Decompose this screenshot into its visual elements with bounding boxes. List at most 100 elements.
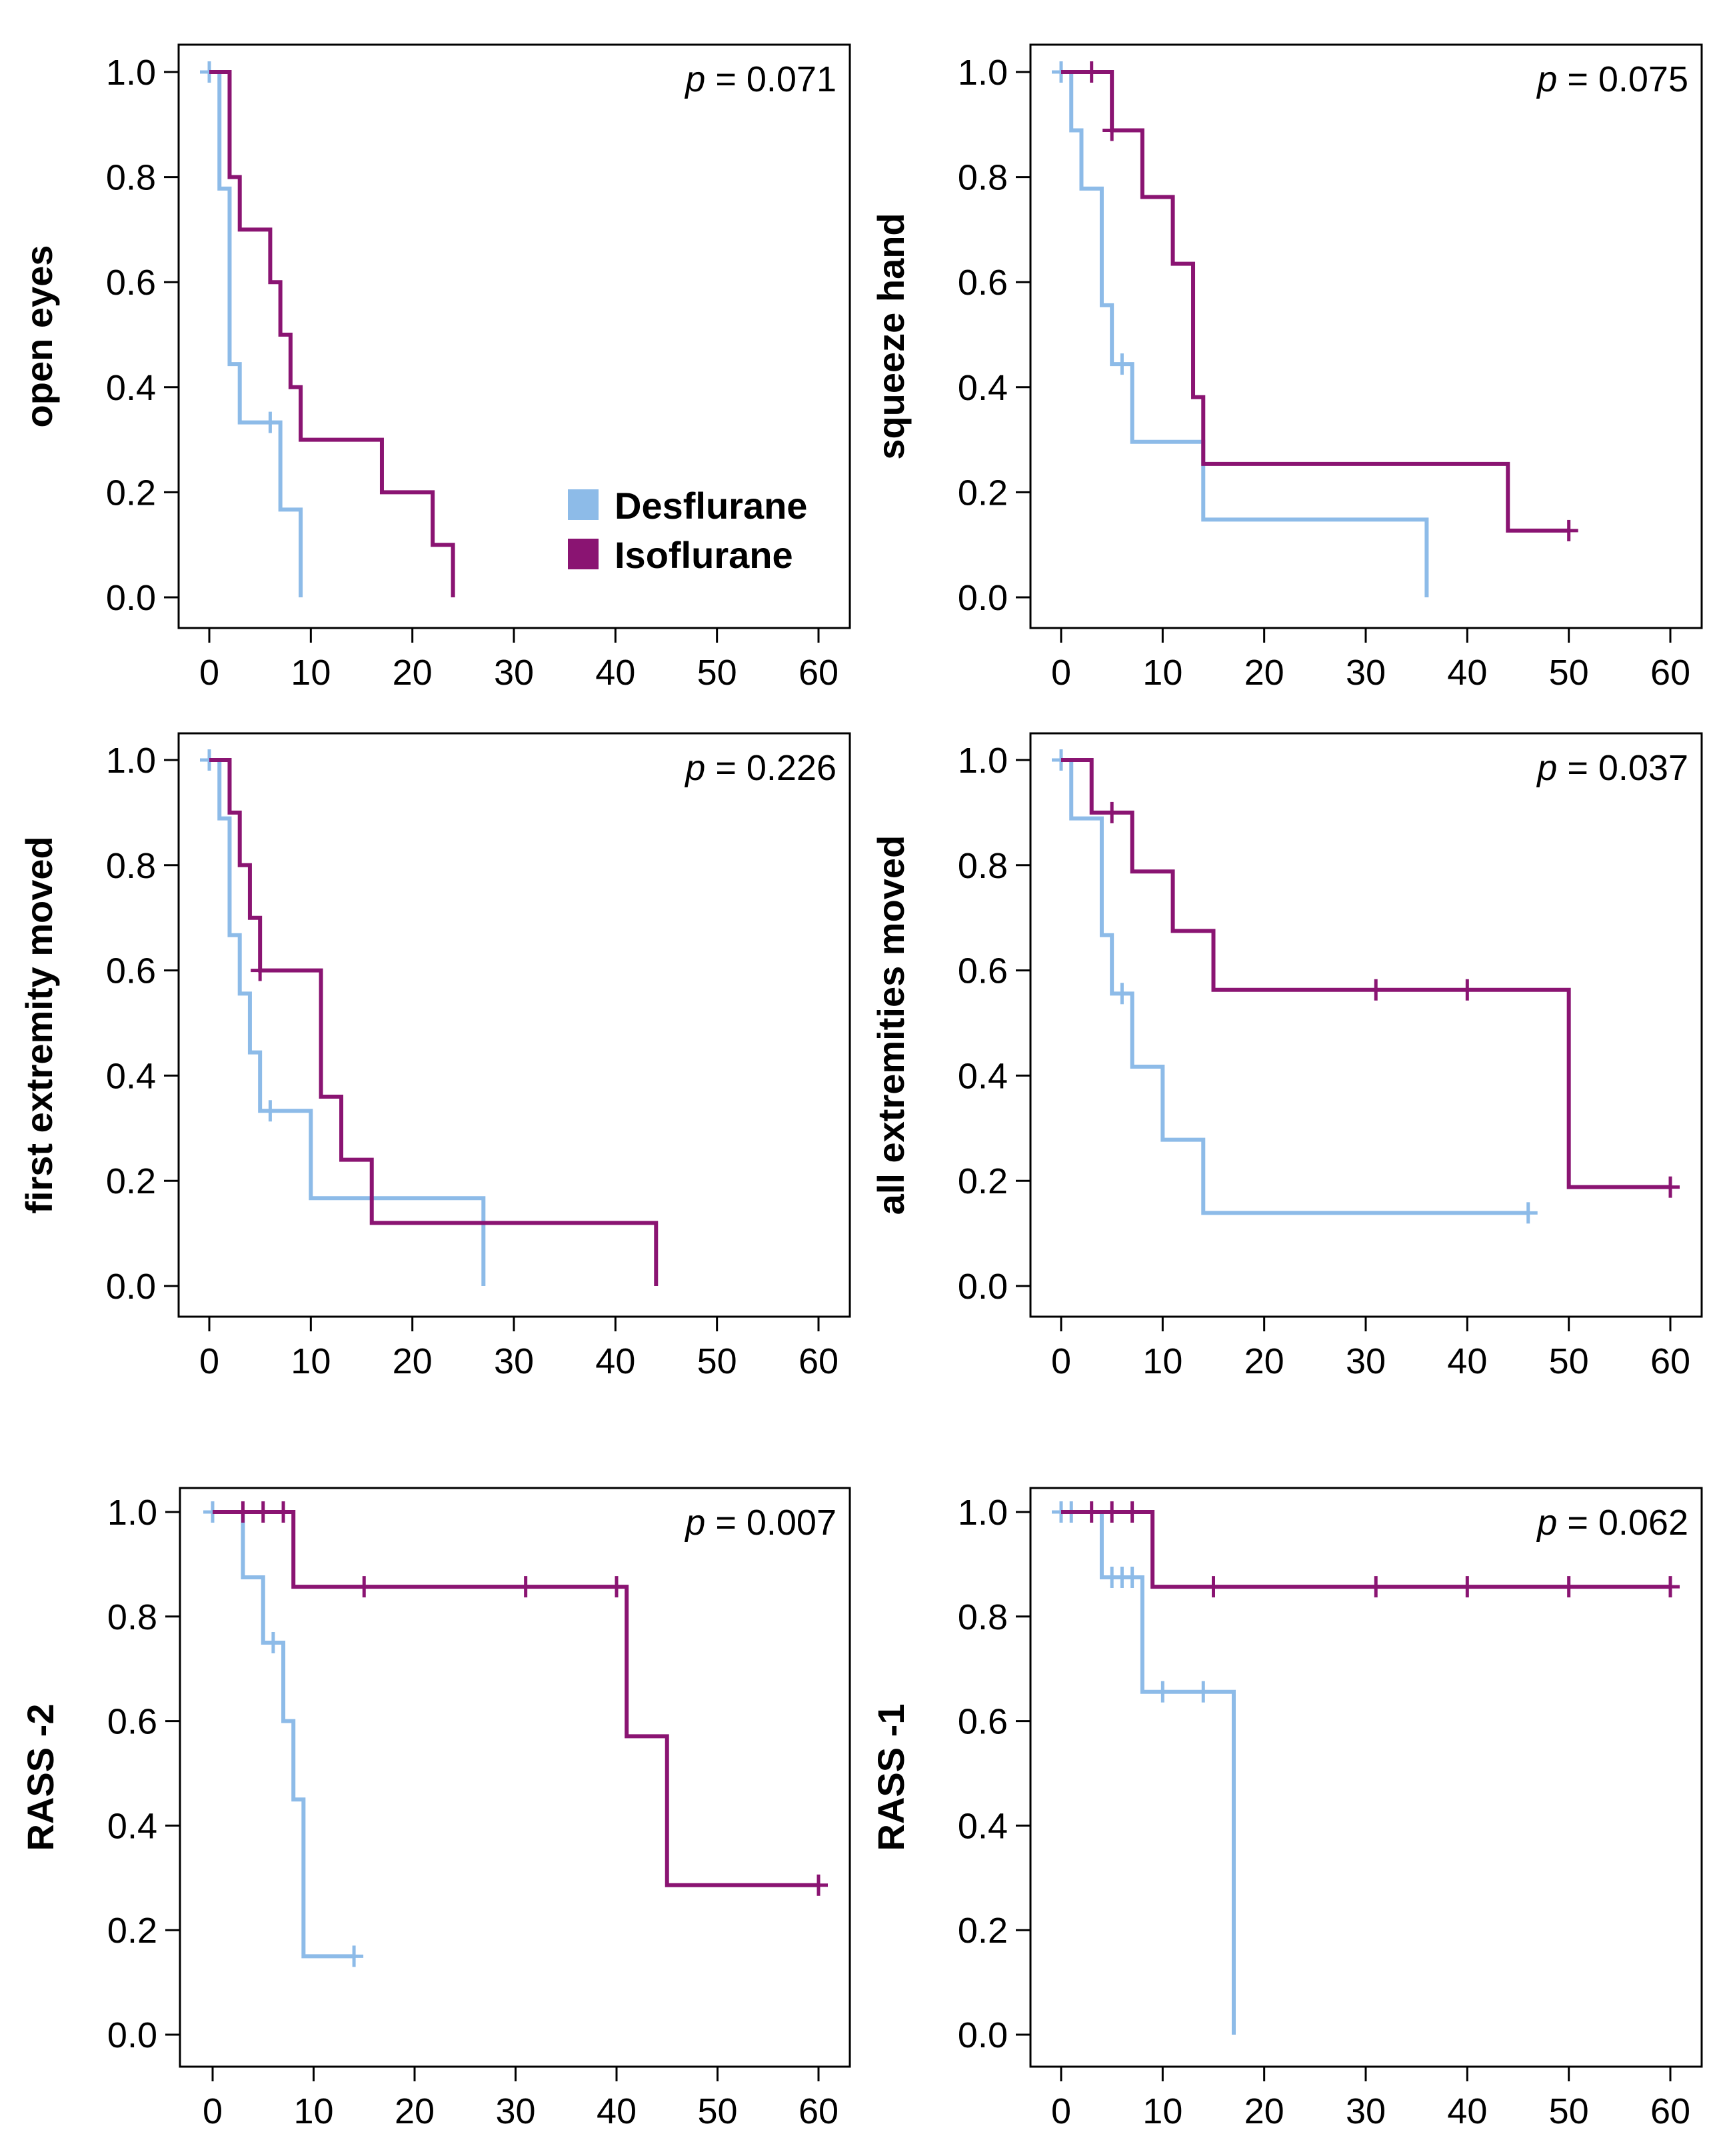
- y-axis-title: open eyes: [18, 245, 60, 428]
- y-axis-title: first extremity moved: [18, 836, 60, 1213]
- survival-curve-isoflurane: [1061, 758, 1670, 1189]
- survival-curve-desflurane: [1061, 70, 1429, 597]
- x-tick-label: 60: [1650, 1341, 1690, 1381]
- survival-curve-isoflurane: [1061, 70, 1569, 533]
- survival-curve-desflurane: [209, 758, 486, 1286]
- y-tick-label: 1.0: [958, 1493, 1008, 1533]
- p-value-label: p = 0.007: [684, 1503, 837, 1543]
- survival-curve-desflurane: [1061, 1510, 1236, 2035]
- y-axis-title: all extremities moved: [870, 835, 912, 1215]
- x-tick-label: 30: [1346, 653, 1386, 693]
- y-tick-label: 0.2: [958, 473, 1008, 513]
- y-tick-label: 0.4: [958, 1056, 1008, 1096]
- x-tick-label: 0: [199, 653, 219, 693]
- p-symbol: p: [684, 748, 705, 788]
- x-tick-label: 10: [1142, 653, 1182, 693]
- survival-curve-desflurane: [213, 1510, 355, 1959]
- x-tick-label: 50: [1549, 2091, 1589, 2131]
- x-tick-label: 30: [494, 653, 534, 693]
- x-tick-label: 0: [199, 1341, 219, 1381]
- km-panel-2: 0 10 20 30 40 50 60 0.0 0.2 0.4 0.6 0.8 1.0 squeeze h…: [870, 43, 1703, 693]
- y-tick-label: 0.4: [107, 1806, 157, 1846]
- km-panel-1: 0 10 20 30 40 50 60 0.0 0.2 0.4 0.6 0.8 1.0 open eyes…: [18, 43, 851, 693]
- p-value-label: p = 0.226: [684, 748, 837, 788]
- p-value: = 0.037: [1557, 748, 1688, 788]
- y-tick-label: 0.2: [958, 1911, 1008, 1951]
- x-tick-label: 40: [595, 653, 635, 693]
- y-tick-label: 0.6: [106, 951, 156, 991]
- y-tick-label: 1.0: [958, 53, 1008, 93]
- x-tick-label: 60: [799, 653, 839, 693]
- x-tick-label: 50: [697, 2091, 737, 2131]
- p-symbol: p: [684, 1503, 705, 1543]
- p-value: = 0.062: [1557, 1503, 1688, 1543]
- y-tick-label: 0.4: [106, 368, 156, 408]
- x-tick-label: 30: [494, 1341, 534, 1381]
- p-value: = 0.226: [705, 748, 837, 788]
- x-tick-label: 0: [1051, 653, 1071, 693]
- x-tick-label: 40: [595, 1341, 635, 1381]
- y-tick-label: 0.0: [958, 2015, 1008, 2055]
- x-tick-label: 20: [393, 653, 433, 693]
- x-tick-label: 20: [395, 2091, 435, 2131]
- plot-frame: [179, 1487, 851, 2068]
- x-tick-label: 60: [1650, 2091, 1690, 2131]
- km-panel-3: 0 10 20 30 40 50 60 0.0 0.2 0.4 0.6 0.8 1.0 first ext…: [18, 732, 851, 1381]
- plot-frame: [177, 732, 851, 1318]
- y-tick-label: 0.0: [107, 2015, 157, 2055]
- p-value-label: p = 0.037: [1536, 748, 1688, 788]
- y-tick-label: 0.6: [958, 951, 1008, 991]
- y-tick-label: 0.6: [958, 263, 1008, 303]
- x-tick-label: 60: [799, 1341, 839, 1381]
- y-axis-title: RASS -2: [19, 1704, 61, 1851]
- x-tick-label: 10: [1142, 2091, 1182, 2131]
- y-tick-label: 0.8: [958, 158, 1008, 198]
- x-tick-label: 20: [1244, 1341, 1284, 1381]
- x-tick-label: 0: [203, 2091, 223, 2131]
- y-tick-label: 0.8: [958, 846, 1008, 886]
- x-tick-label: 40: [1447, 1341, 1487, 1381]
- y-tick-label: 0.6: [107, 1702, 157, 1742]
- p-value: = 0.071: [705, 59, 837, 99]
- legend-label-isoflurane: Isoflurane: [615, 534, 793, 576]
- x-tick-label: 50: [697, 1341, 737, 1381]
- y-tick-label: 0.8: [106, 846, 156, 886]
- x-tick-label: 50: [1549, 653, 1589, 693]
- x-tick-label: 30: [495, 2091, 535, 2131]
- p-value: = 0.075: [1557, 59, 1688, 99]
- y-tick-label: 0.0: [106, 578, 156, 618]
- x-tick-label: 10: [293, 2091, 333, 2131]
- survival-curve-isoflurane: [213, 1510, 819, 1887]
- y-tick-label: 1.0: [106, 741, 156, 781]
- x-tick-label: 40: [1447, 653, 1487, 693]
- x-tick-label: 60: [1650, 653, 1690, 693]
- x-tick-label: 60: [799, 2091, 839, 2131]
- x-tick-label: 0: [1051, 1341, 1071, 1381]
- y-tick-label: 0.0: [106, 1267, 156, 1307]
- y-tick-label: 0.2: [107, 1911, 157, 1951]
- legend-swatch-desflurane: [568, 489, 599, 520]
- p-symbol: p: [1536, 748, 1557, 788]
- legend: Desflurane Isoflurane: [568, 485, 807, 576]
- x-tick-label: 40: [597, 2091, 637, 2131]
- x-tick-label: 10: [1142, 1341, 1182, 1381]
- km-panel-6: 0 10 20 30 40 50 60 0.0 0.2 0.4 0.6 0.8 1.0 RASS -1 p …: [870, 1487, 1703, 2131]
- x-tick-label: 10: [291, 1341, 331, 1381]
- p-value-label: p = 0.071: [684, 59, 837, 99]
- y-tick-label: 0.8: [958, 1597, 1008, 1637]
- km-panel-4: 0 10 20 30 40 50 60 0.0 0.2 0.4 0.6 0.8 1.0 all extre…: [870, 732, 1703, 1381]
- y-tick-label: 1.0: [107, 1493, 157, 1533]
- survival-curve-isoflurane: [209, 70, 455, 597]
- x-tick-label: 40: [1447, 2091, 1487, 2131]
- x-tick-label: 0: [1051, 2091, 1071, 2131]
- y-tick-label: 0.2: [958, 1161, 1008, 1201]
- x-tick-label: 20: [1244, 653, 1284, 693]
- y-tick-label: 0.2: [106, 1161, 156, 1201]
- y-tick-label: 0.4: [106, 1056, 156, 1096]
- x-tick-label: 20: [393, 1341, 433, 1381]
- x-tick-label: 20: [1244, 2091, 1284, 2131]
- y-tick-label: 0.6: [106, 263, 156, 303]
- y-tick-label: 0.2: [106, 473, 156, 513]
- y-axis-title: RASS -1: [870, 1704, 912, 1851]
- x-tick-label: 50: [697, 653, 737, 693]
